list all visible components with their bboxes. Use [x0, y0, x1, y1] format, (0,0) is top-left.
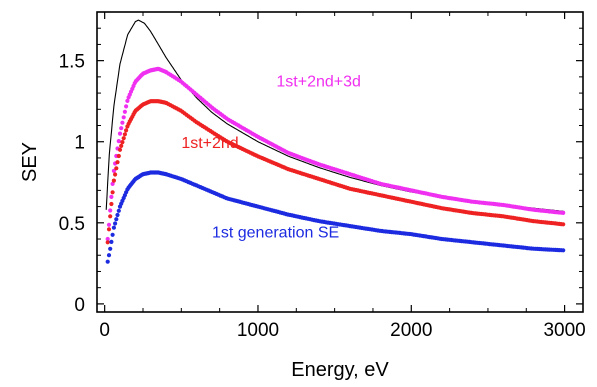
data-point — [561, 222, 566, 227]
x-tick-label: 2000 — [390, 320, 432, 341]
y-tick-label: 0.5 — [59, 214, 85, 235]
data-point — [111, 178, 116, 183]
data-point — [121, 115, 126, 120]
series-ee2222 — [105, 99, 566, 245]
x-tick-label: 3000 — [543, 320, 585, 341]
data-point — [114, 217, 119, 222]
data-point — [124, 104, 129, 109]
data-point — [108, 246, 113, 251]
data-point — [105, 259, 110, 264]
data-point — [122, 132, 127, 137]
series-1c2be0 — [105, 170, 566, 264]
series-layer — [105, 19, 566, 264]
data-point — [120, 140, 125, 145]
data-point — [119, 143, 124, 148]
y-tick-label: 0 — [74, 295, 85, 316]
data-point — [117, 131, 123, 136]
annotation-layer: 1st+2nd+3d 1st+2nd 1st generation SE — [181, 74, 361, 242]
x-tick-label: 0 — [99, 320, 110, 341]
data-point — [105, 240, 110, 245]
data-point — [115, 212, 120, 218]
data-point — [108, 214, 113, 219]
plot-frame — [96, 11, 584, 313]
data-point — [108, 208, 113, 213]
data-point — [106, 253, 112, 258]
annotation-label: 1st generation SE — [212, 224, 339, 241]
data-point — [116, 139, 121, 144]
data-point — [113, 172, 118, 177]
annotation-label: 1st+2nd+3d — [276, 74, 361, 91]
data-point — [116, 153, 121, 159]
data-point — [561, 210, 566, 215]
data-point — [124, 128, 129, 133]
data-point — [114, 166, 119, 171]
data-point — [109, 239, 114, 244]
x-axis-title: Energy, eV — [291, 359, 389, 381]
tick-layer: 0 1000 2000 3000 0 0.5 1 1.5 — [59, 12, 586, 341]
data-point — [110, 232, 115, 237]
y-axis-title: SEY — [19, 142, 41, 182]
series-f030f0 — [105, 66, 566, 242]
data-point — [115, 160, 120, 165]
data-point — [561, 248, 566, 253]
data-point — [110, 190, 115, 195]
y-tick-label: 1 — [74, 133, 85, 154]
annotation-label: 1st+2nd — [181, 135, 238, 152]
data-point — [105, 236, 110, 242]
data-point — [122, 109, 127, 114]
y-tick-label: 1.5 — [59, 52, 85, 73]
x-tick-label: 1000 — [237, 320, 279, 341]
data-point — [116, 208, 121, 213]
data-point — [119, 126, 124, 131]
data-point — [111, 225, 116, 230]
data-point — [110, 181, 115, 186]
data-point — [117, 147, 123, 152]
data-point — [113, 221, 118, 226]
data-point — [106, 222, 112, 227]
data-point — [109, 201, 114, 207]
data-point — [121, 136, 126, 141]
data-point — [125, 98, 130, 103]
data-point — [120, 120, 125, 125]
data-point — [109, 194, 114, 199]
data-point — [106, 227, 112, 232]
